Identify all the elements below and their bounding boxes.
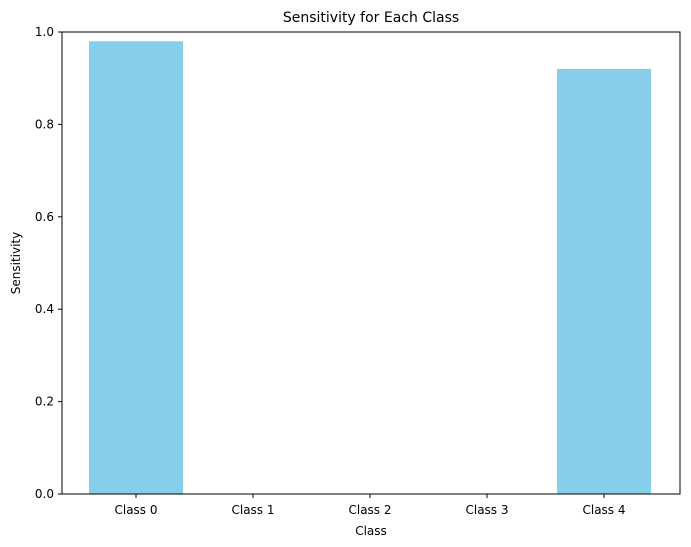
x-axis-label: Class [355,524,387,538]
y-tick-label: 0.2 [35,395,54,409]
bar-class-0 [89,41,183,495]
y-tick-label: 0.8 [35,117,54,131]
y-tick-label: 0.0 [35,487,54,501]
x-tick-label: Class 2 [348,503,391,517]
ticks-layer: Class 0 Class 1 Class 2 Class 3 Class 4 0.0 0.… [35,25,626,517]
plot-frame [61,31,681,495]
x-tick-label: Class 1 [231,503,274,517]
x-tick-label: Class 4 [582,503,625,517]
x-tick-label: Class 3 [465,503,508,517]
y-tick-label: 1.0 [35,25,54,39]
bar-class-4 [557,68,651,495]
chart-title: Sensitivity for Each Class [283,10,459,26]
y-tick-label: 0.4 [35,302,54,316]
bars-layer [89,41,651,495]
x-tick-label: Class 0 [114,503,157,517]
y-tick-label: 0.6 [35,210,54,224]
y-axis-label: Sensitivity [9,232,23,294]
